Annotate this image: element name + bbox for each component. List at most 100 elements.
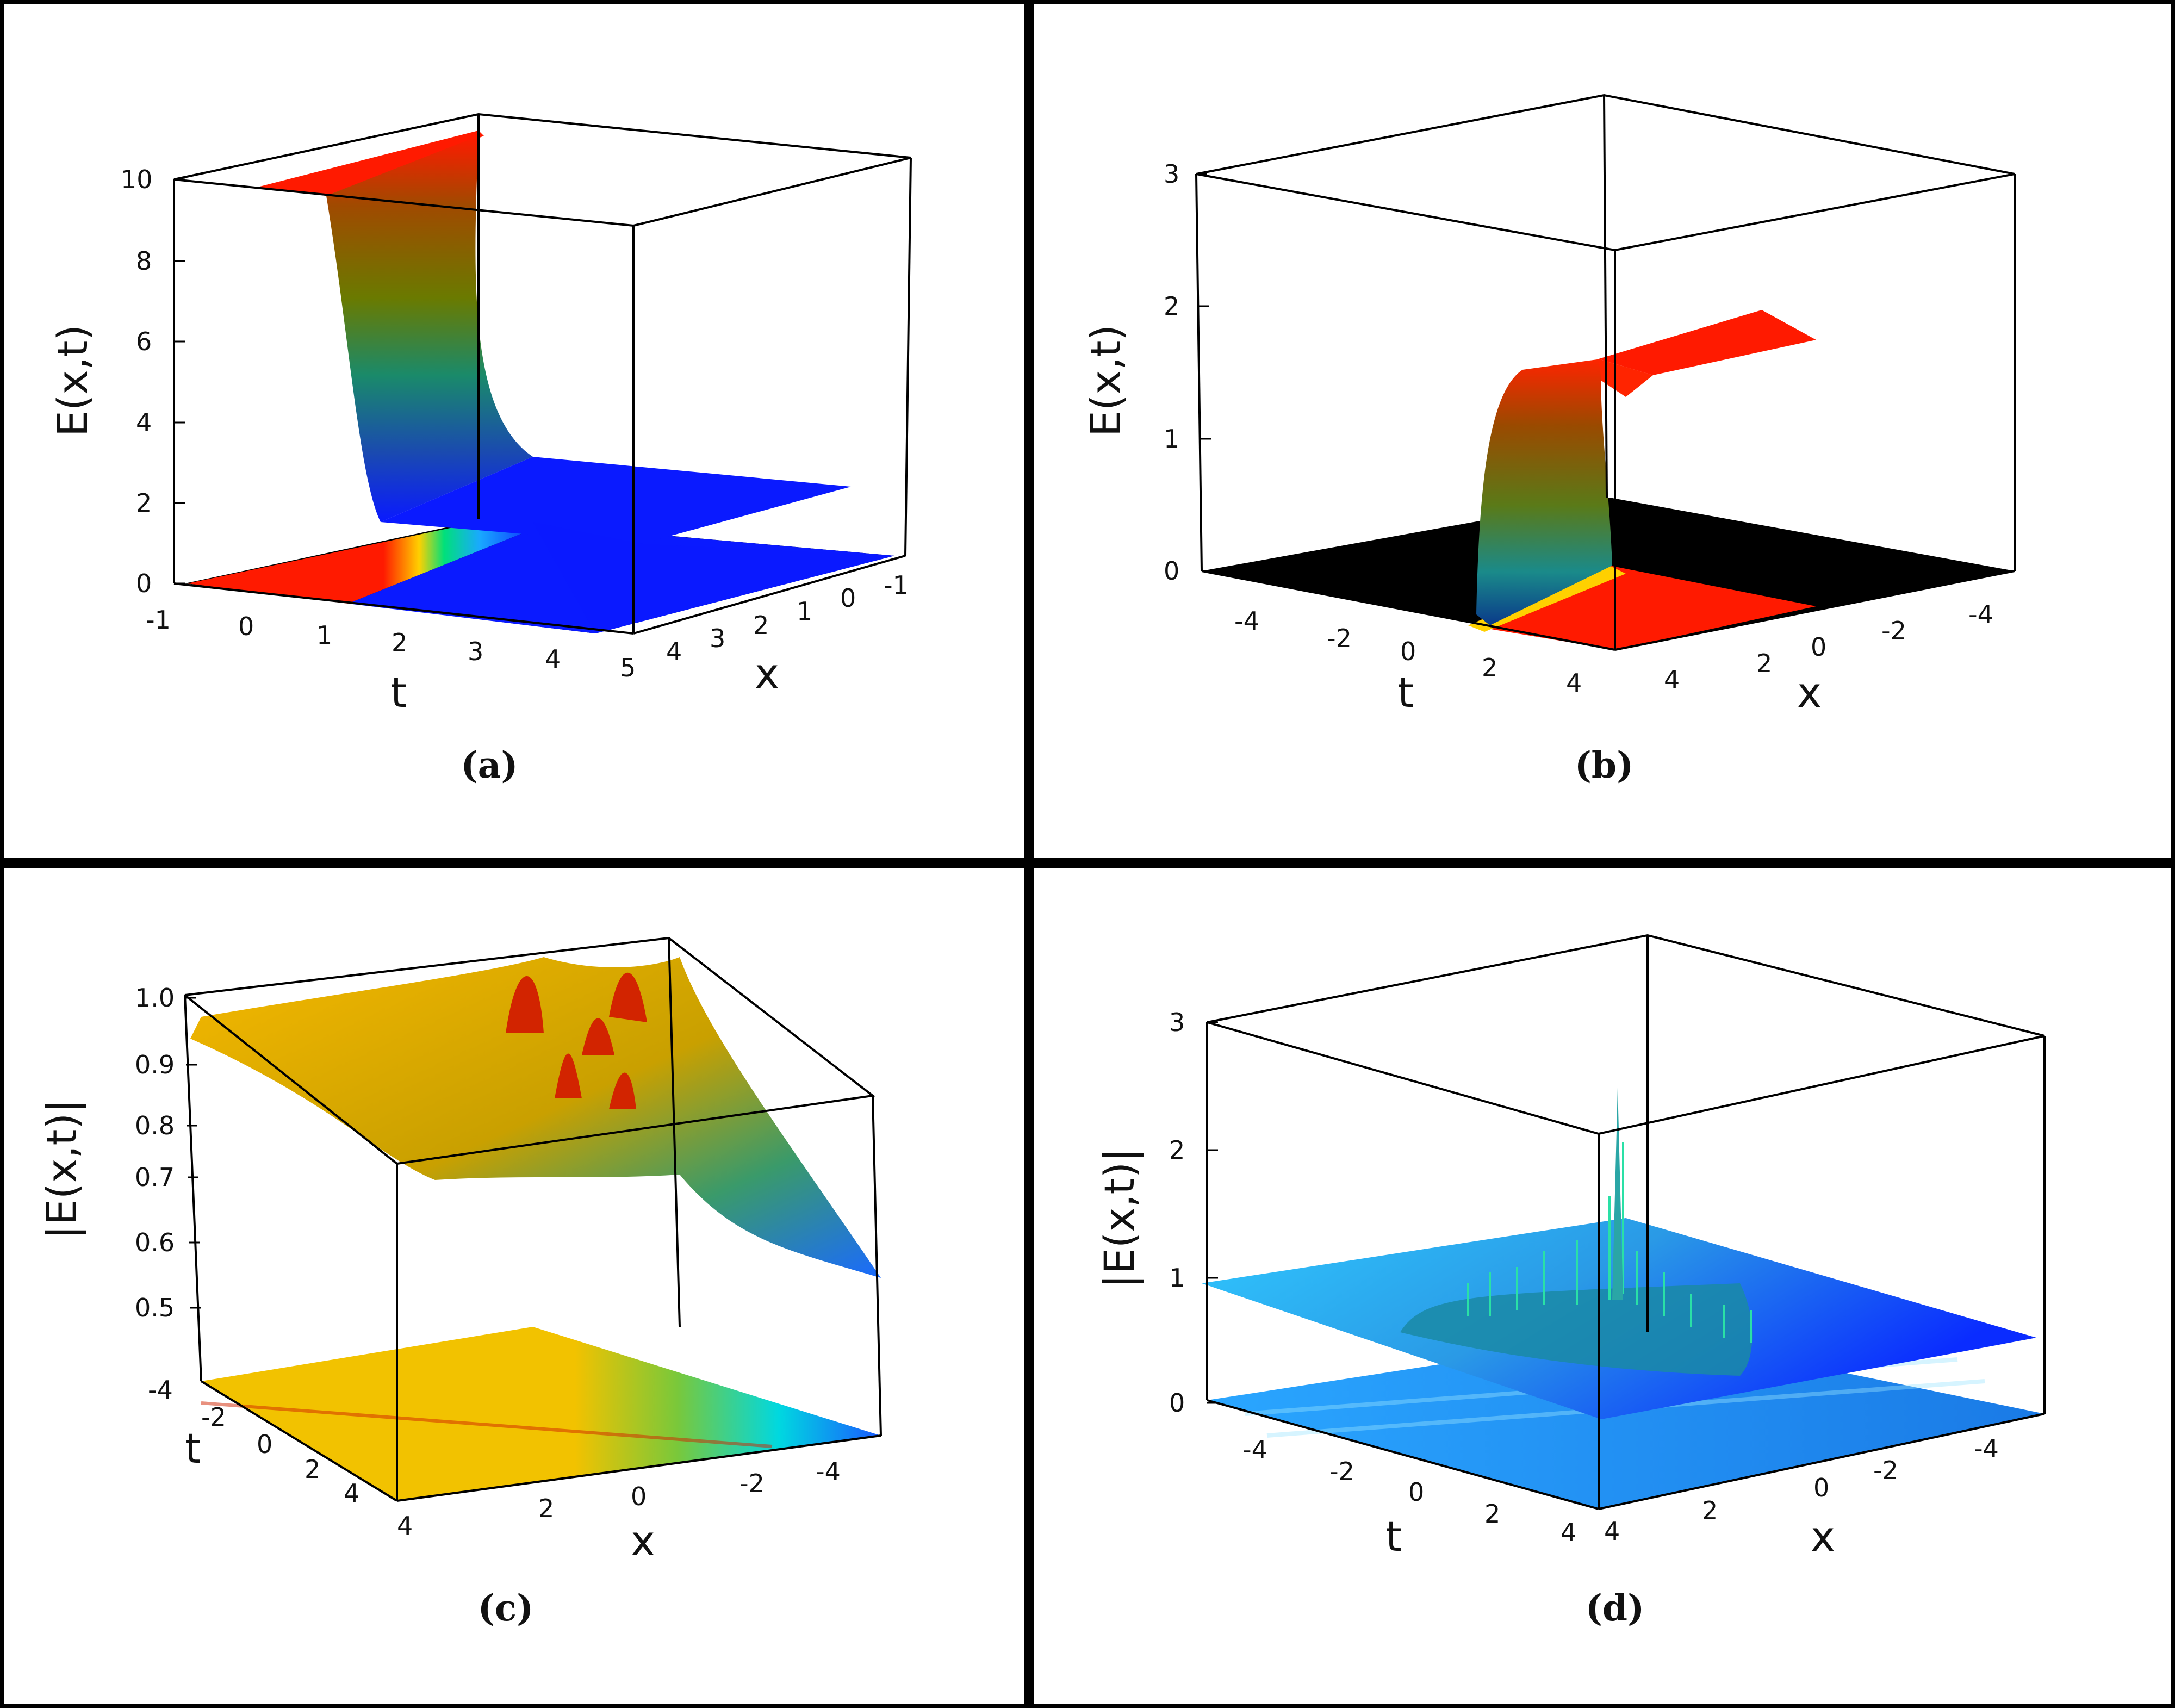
- z-tick: 3: [1164, 159, 1179, 189]
- t-tick: 0: [238, 612, 254, 641]
- t-axis-label: t: [1385, 1512, 1402, 1561]
- t-tick: 2: [1484, 1499, 1500, 1529]
- x-axis-label: x: [631, 1517, 655, 1565]
- t-tick: -1: [146, 605, 171, 635]
- x-ticks-b: 4 2 0 -2 -4: [1664, 600, 1993, 694]
- z-tick: 0.8: [135, 1111, 175, 1140]
- panel-caption: (a): [461, 744, 518, 786]
- z-ticks-d: 0 1 2 3: [1169, 1008, 1218, 1418]
- x-ticks-a: 4 3 2 1 0 -1: [666, 570, 909, 666]
- x-tick: -2: [739, 1469, 765, 1498]
- z-tick: 2: [136, 488, 152, 518]
- z-tick: 0: [136, 569, 152, 598]
- x-tick: -2: [1881, 616, 1906, 645]
- x-tick: 2: [753, 611, 769, 640]
- t-tick: 0: [1400, 637, 1416, 666]
- t-tick: 0: [1408, 1477, 1424, 1507]
- z-tick: 3: [1169, 1008, 1185, 1037]
- panel-c: 0.5 0.6 0.7 0.8 0.9 1.0 -4 -2 0 2 4 4 2 …: [38, 936, 882, 1629]
- x-tick: 4: [1664, 665, 1680, 694]
- panel-d: 0 1 2 3 -4 -2 0 2 4 4 2 0 -2 -4 |E(x,t)|…: [1095, 934, 2046, 1629]
- z-ticks-c: 0.5 0.6 0.7 0.8 0.9 1.0: [135, 983, 201, 1322]
- surface-b: [1202, 310, 2015, 650]
- box-b: [1195, 94, 2016, 651]
- x-axis-label: x: [1811, 1512, 1835, 1561]
- x-tick: 1: [797, 597, 812, 626]
- z-tick: 2: [1164, 291, 1179, 321]
- t-tick: 1: [316, 620, 332, 650]
- x-ticks-d: 4 2 0 -2 -4: [1604, 1434, 1999, 1546]
- panel-a: 0 2 4 6 8 10 -1 0 1 2 3 4 5 4 3 2 1 0 -1…: [48, 113, 912, 786]
- z-tick: 8: [136, 246, 152, 276]
- x-tick: -1: [884, 570, 909, 600]
- panel-b: 0 1 2 3 -4 -2 0 2 4 4 2 0 -2 -4 E(x,t) t…: [1082, 94, 2016, 786]
- z-tick: 1: [1169, 1263, 1185, 1293]
- panel-caption: (d): [1586, 1587, 1645, 1629]
- x-tick: 4: [666, 637, 682, 666]
- z-tick: 4: [136, 408, 152, 437]
- x-tick: 0: [1811, 632, 1826, 662]
- t-tick: 4: [344, 1479, 359, 1508]
- panel-caption: (c): [478, 1587, 534, 1629]
- x-ticks-c: 4 2 0 -2 -4: [397, 1457, 841, 1541]
- x-tick: 0: [840, 583, 856, 613]
- z-tick: 1.0: [135, 983, 175, 1013]
- x-tick: 2: [1756, 649, 1772, 678]
- z-tick: 0.5: [135, 1293, 175, 1322]
- t-tick: -4: [1234, 606, 1259, 636]
- t-ticks-b: -4 -2 0 2 4: [1234, 606, 1582, 698]
- x-tick: 2: [1702, 1496, 1718, 1525]
- t-axis-label: t: [390, 668, 407, 717]
- z-axis-label: |E(x,t)|: [1095, 1148, 1144, 1288]
- box-a: [173, 113, 912, 635]
- t-tick: 4: [1561, 1518, 1576, 1547]
- z-ticks-b: 0 1 2 3: [1164, 159, 1213, 586]
- z-tick: 2: [1169, 1135, 1185, 1165]
- x-tick: -4: [816, 1457, 841, 1486]
- x-tick: -4: [1968, 600, 1993, 629]
- t-ticks-d: -4 -2 0 2 4: [1242, 1435, 1576, 1547]
- t-tick: -2: [201, 1402, 226, 1432]
- surface-c: [190, 957, 881, 1501]
- x-tick: 4: [397, 1511, 413, 1541]
- panel-a-bg: [4, 4, 1024, 858]
- x-tick: 0: [631, 1482, 647, 1511]
- t-axis-label: t: [1397, 668, 1414, 717]
- t-tick: 4: [545, 644, 561, 674]
- t-tick: -2: [1329, 1457, 1354, 1486]
- z-ticks-a: 0 2 4 6 8 10: [121, 165, 185, 598]
- surface-d: [1202, 1088, 2044, 1509]
- z-tick: 0: [1164, 556, 1179, 586]
- z-tick: 0.6: [135, 1228, 175, 1257]
- z-tick: 0: [1169, 1388, 1185, 1418]
- x-tick: 0: [1813, 1473, 1829, 1502]
- panel-caption: (b): [1575, 744, 1634, 786]
- z-tick: 6: [136, 327, 152, 356]
- x-tick: 3: [710, 624, 725, 653]
- x-tick: -4: [1974, 1434, 1999, 1463]
- x-tick: 2: [538, 1494, 554, 1523]
- t-tick: 2: [304, 1455, 320, 1484]
- x-tick: 4: [1604, 1517, 1620, 1546]
- z-axis-label: E(x,t): [1082, 325, 1130, 437]
- z-tick: 0.7: [135, 1163, 175, 1192]
- t-tick: 0: [257, 1430, 272, 1459]
- t-tick: 2: [391, 628, 407, 657]
- t-tick: -2: [1327, 624, 1352, 653]
- z-tick: 10: [121, 165, 153, 194]
- box-d: [1206, 934, 2046, 1510]
- t-tick: 5: [620, 653, 636, 682]
- z-tick: 1: [1164, 424, 1179, 454]
- t-tick: 4: [1566, 668, 1582, 698]
- z-axis-label: |E(x,t)|: [38, 1099, 86, 1239]
- t-ticks-c: -4 -2 0 2 4: [148, 1375, 359, 1508]
- t-axis-label: t: [185, 1424, 201, 1473]
- x-axis-label: x: [1797, 668, 1822, 717]
- x-tick: -2: [1873, 1456, 1898, 1485]
- t-tick: -4: [1242, 1435, 1267, 1464]
- t-tick: 2: [1482, 653, 1497, 682]
- t-tick: 3: [468, 637, 483, 666]
- t-ticks-a: -1 0 1 2 3 4 5: [146, 605, 636, 682]
- x-axis-label: x: [755, 649, 779, 698]
